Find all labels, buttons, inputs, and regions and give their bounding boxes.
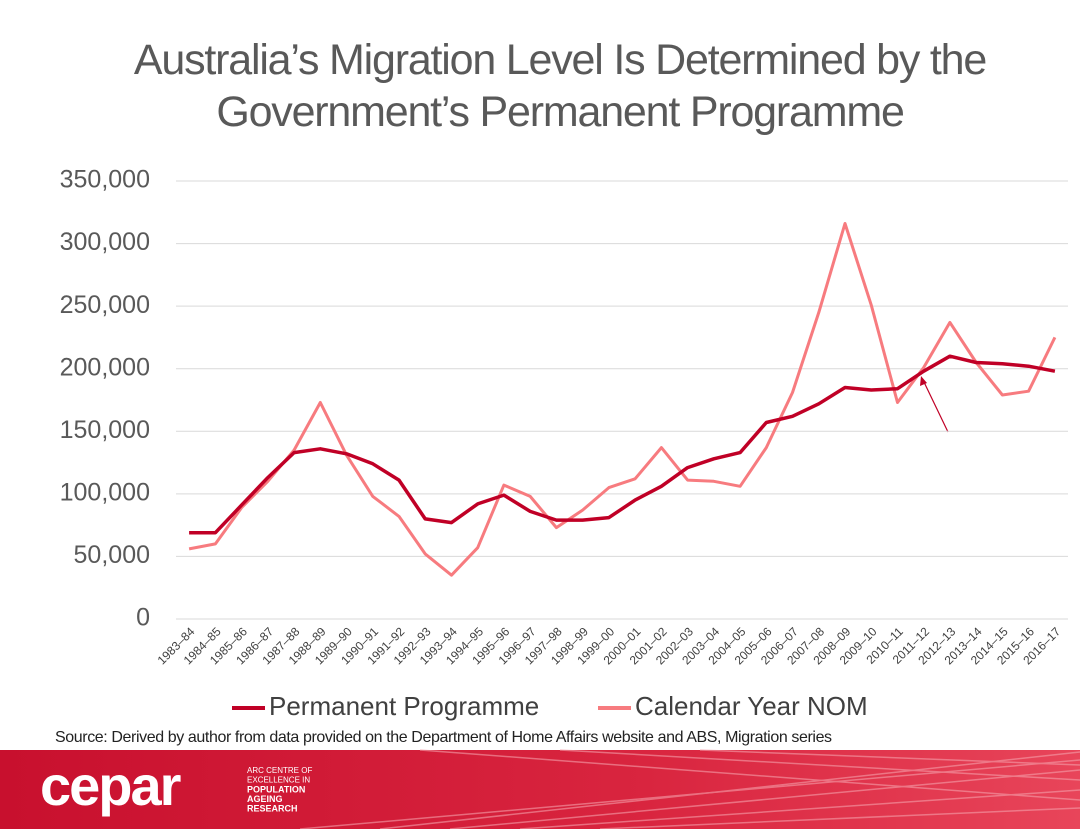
series-line — [188, 222, 1057, 577]
y-tick-label: 0 — [136, 604, 150, 632]
footer-stripes — [299, 749, 1080, 829]
chart-title: Australia’s Migration Level Is Determine… — [133, 36, 987, 136]
y-tick-label: 150,000 — [60, 416, 150, 444]
footer-logo: cepar — [40, 754, 181, 817]
y-tick-label: 350,000 — [60, 166, 150, 194]
footer-tagline: ARC CENTRE OF — [247, 766, 312, 775]
y-tick-label: 100,000 — [60, 478, 150, 506]
footer-tagline: AGEING — [247, 794, 283, 804]
legend-label: Calendar Year NOM — [635, 691, 868, 721]
annotation-arrowhead — [920, 376, 927, 386]
y-tick-label: 250,000 — [60, 291, 150, 319]
source-note: Source: Derived by author from data prov… — [55, 729, 832, 746]
footer-tagline: RESEARCH — [247, 803, 298, 813]
y-tick-label: 200,000 — [60, 353, 150, 381]
footer-tagline: EXCELLENCE IN — [247, 776, 310, 785]
legend-label: Permanent Programme — [269, 691, 539, 721]
annotation-arrow — [922, 379, 949, 433]
footer-tagline: POPULATION — [247, 784, 305, 794]
y-tick-label: 300,000 — [60, 228, 150, 256]
series-line — [189, 354, 1056, 535]
y-tick-label: 50,000 — [74, 541, 150, 569]
